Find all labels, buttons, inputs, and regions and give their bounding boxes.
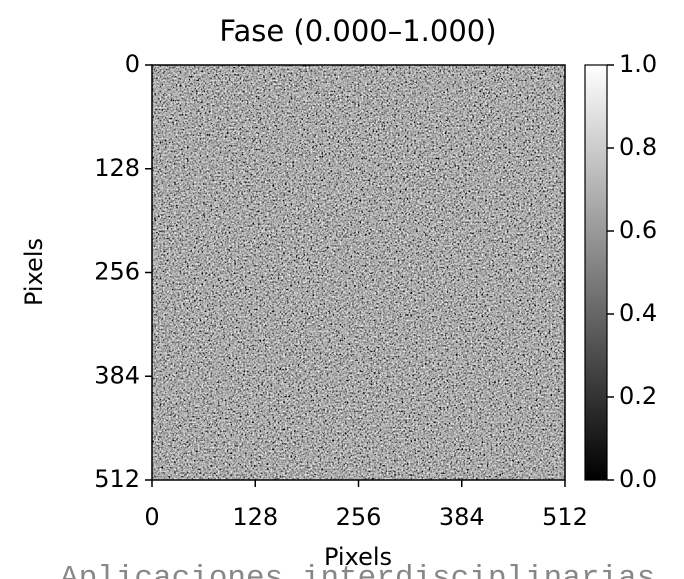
colorbar-tick-label: 0.4 (619, 299, 657, 327)
y-tick-label: 0 (125, 50, 140, 78)
colorbar-tick-label: 0.0 (619, 465, 657, 493)
y-tick-label: 128 (94, 154, 140, 182)
x-tick-label: 0 (144, 503, 159, 531)
y-tick-label: 256 (94, 258, 140, 286)
y-tick-label: 384 (94, 361, 140, 389)
x-tick-label: 512 (542, 503, 588, 531)
colorbar-tick-label: 1.0 (619, 50, 657, 78)
colorbar-tick-label: 0.2 (619, 382, 657, 410)
colorbar-tick-label: 0.6 (619, 216, 657, 244)
colorbar-tick-label: 0.8 (619, 133, 657, 161)
y-tick-label: 512 (94, 465, 140, 493)
x-tick-label: 256 (336, 503, 382, 531)
footer-text: Aplicaciones interdisciplinarias (60, 561, 655, 579)
phase-image (152, 65, 565, 480)
chart-title: Fase (0.000–1.000) (219, 14, 496, 48)
y-axis-label: Pixels (20, 238, 48, 306)
x-tick-label: 384 (439, 503, 485, 531)
colorbar (584, 64, 608, 481)
x-tick-label: 128 (232, 503, 278, 531)
x-axis-label: Pixels (324, 543, 392, 571)
